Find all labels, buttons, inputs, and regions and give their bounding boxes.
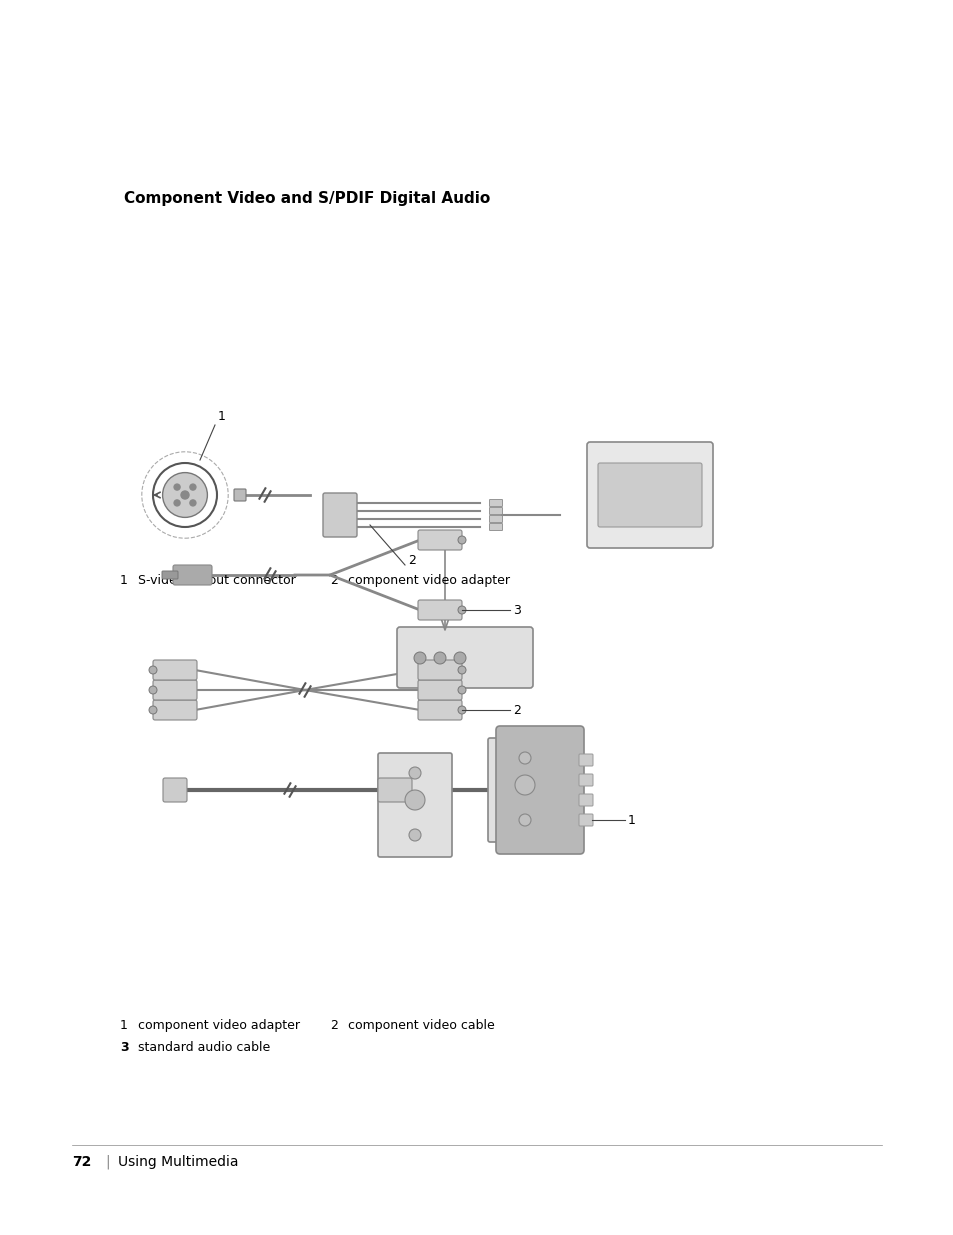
Circle shape xyxy=(149,685,157,694)
Text: 3: 3 xyxy=(120,1041,129,1053)
Circle shape xyxy=(173,500,180,506)
Text: 3: 3 xyxy=(513,604,520,616)
FancyBboxPatch shape xyxy=(586,442,712,548)
FancyBboxPatch shape xyxy=(488,739,561,842)
Circle shape xyxy=(414,652,426,664)
Circle shape xyxy=(457,685,465,694)
Text: 2: 2 xyxy=(513,704,520,716)
Text: Using Multimedia: Using Multimedia xyxy=(118,1155,238,1168)
FancyBboxPatch shape xyxy=(489,524,502,531)
Text: component video adapter: component video adapter xyxy=(138,1019,299,1032)
FancyBboxPatch shape xyxy=(417,680,461,700)
FancyBboxPatch shape xyxy=(152,680,196,700)
Circle shape xyxy=(434,652,446,664)
FancyBboxPatch shape xyxy=(152,659,196,680)
Text: 72: 72 xyxy=(71,1155,91,1168)
FancyBboxPatch shape xyxy=(162,571,178,579)
Circle shape xyxy=(457,536,465,543)
Circle shape xyxy=(518,814,531,826)
Circle shape xyxy=(162,473,207,517)
FancyBboxPatch shape xyxy=(489,499,502,506)
Circle shape xyxy=(173,484,180,490)
FancyBboxPatch shape xyxy=(152,700,196,720)
Circle shape xyxy=(190,500,195,506)
FancyBboxPatch shape xyxy=(417,600,461,620)
FancyBboxPatch shape xyxy=(417,700,461,720)
Circle shape xyxy=(149,706,157,714)
Circle shape xyxy=(457,666,465,674)
Text: standard audio cable: standard audio cable xyxy=(138,1041,270,1053)
FancyBboxPatch shape xyxy=(578,794,593,806)
Circle shape xyxy=(457,606,465,614)
FancyBboxPatch shape xyxy=(377,778,412,802)
FancyBboxPatch shape xyxy=(578,814,593,826)
Circle shape xyxy=(409,767,420,779)
FancyBboxPatch shape xyxy=(417,530,461,550)
FancyBboxPatch shape xyxy=(172,564,212,585)
Text: component video adapter: component video adapter xyxy=(348,574,510,588)
Circle shape xyxy=(190,484,195,490)
Circle shape xyxy=(457,706,465,714)
FancyBboxPatch shape xyxy=(163,778,187,802)
Text: S-video TV-out connector: S-video TV-out connector xyxy=(138,574,295,588)
Text: 2: 2 xyxy=(330,1019,337,1032)
Circle shape xyxy=(518,752,531,764)
Circle shape xyxy=(181,492,189,499)
Text: 1: 1 xyxy=(120,1019,128,1032)
FancyBboxPatch shape xyxy=(396,627,533,688)
Text: Component Video and S/PDIF Digital Audio: Component Video and S/PDIF Digital Audio xyxy=(124,191,490,206)
FancyBboxPatch shape xyxy=(598,463,701,527)
FancyBboxPatch shape xyxy=(496,726,583,853)
FancyBboxPatch shape xyxy=(377,753,452,857)
Text: 2: 2 xyxy=(408,555,416,567)
FancyBboxPatch shape xyxy=(233,489,246,501)
Text: 2: 2 xyxy=(330,574,337,588)
Circle shape xyxy=(515,776,535,795)
Circle shape xyxy=(405,790,424,810)
Text: 1: 1 xyxy=(120,574,128,588)
Text: 1: 1 xyxy=(218,410,226,424)
Circle shape xyxy=(149,666,157,674)
FancyBboxPatch shape xyxy=(323,493,356,537)
Text: |: | xyxy=(105,1155,110,1170)
Circle shape xyxy=(409,829,420,841)
FancyBboxPatch shape xyxy=(489,515,502,522)
FancyBboxPatch shape xyxy=(417,659,461,680)
FancyBboxPatch shape xyxy=(578,774,593,785)
Circle shape xyxy=(454,652,465,664)
Text: 1: 1 xyxy=(627,814,636,826)
FancyBboxPatch shape xyxy=(578,755,593,766)
Text: component video cable: component video cable xyxy=(348,1019,495,1032)
FancyBboxPatch shape xyxy=(489,508,502,515)
